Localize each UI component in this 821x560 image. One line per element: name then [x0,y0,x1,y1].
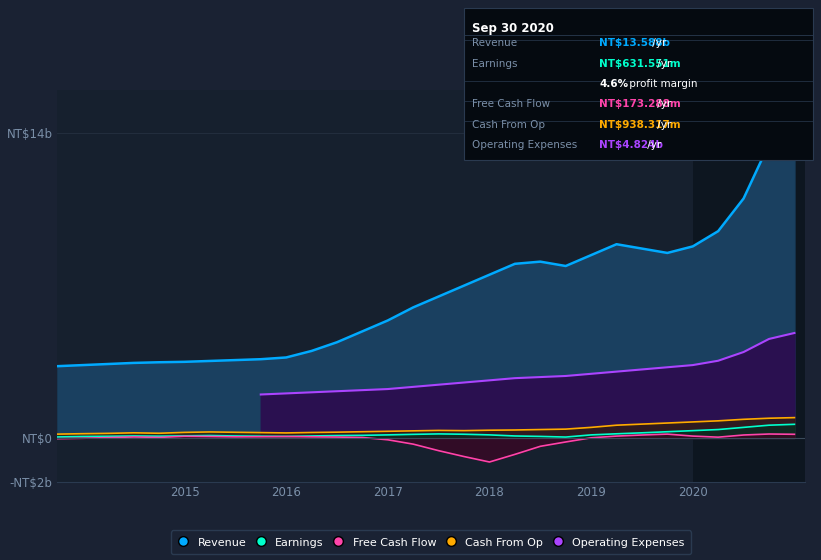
Text: NT$173.288m: NT$173.288m [599,99,681,109]
Text: Earnings: Earnings [472,59,517,69]
Text: /yr: /yr [654,99,671,109]
Text: /yr: /yr [649,38,666,48]
Text: /yr: /yr [654,59,671,69]
Bar [693,90,805,482]
Text: profit margin: profit margin [626,79,697,89]
Text: Revenue: Revenue [472,38,517,48]
Text: NT$13.588b: NT$13.588b [599,38,670,48]
Text: Cash From Op: Cash From Op [472,120,545,130]
Text: Operating Expenses: Operating Expenses [472,140,577,150]
Text: /yr: /yr [654,120,671,130]
Text: NT$631.551m: NT$631.551m [599,59,681,69]
Text: Sep 30 2020: Sep 30 2020 [472,22,554,35]
Text: NT$4.824b: NT$4.824b [599,140,663,150]
Text: NT$938.317m: NT$938.317m [599,120,681,130]
Legend: Revenue, Earnings, Free Cash Flow, Cash From Op, Operating Expenses: Revenue, Earnings, Free Cash Flow, Cash … [171,530,691,554]
Text: Free Cash Flow: Free Cash Flow [472,99,550,109]
Text: /yr: /yr [644,140,661,150]
Text: 4.6%: 4.6% [599,79,628,89]
